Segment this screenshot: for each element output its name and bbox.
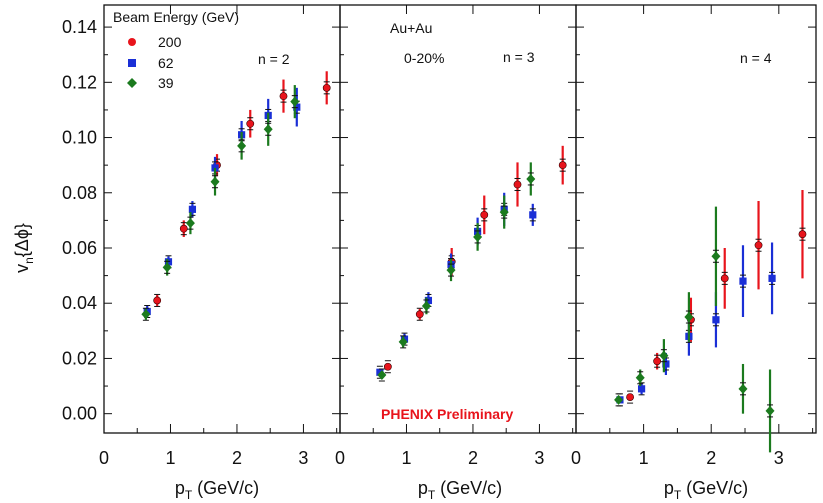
point-39-n=2 bbox=[237, 140, 247, 151]
legend: Beam Energy (GeV) 200 62 39 bbox=[113, 9, 239, 91]
panel-label-n3: n = 3 bbox=[503, 49, 535, 65]
point-200-n=3 bbox=[415, 310, 424, 319]
point-39-n=3 bbox=[421, 300, 431, 311]
point-200-n=4 bbox=[754, 241, 763, 250]
point-200-n=2 bbox=[279, 92, 288, 101]
y-axis-label: vn{Δϕ} bbox=[12, 223, 36, 273]
point-39-n=3 bbox=[398, 336, 408, 347]
y-tick-label: 0.10 bbox=[62, 128, 97, 148]
legend-label-62: 62 bbox=[158, 55, 174, 71]
point-39-n=3 bbox=[446, 265, 456, 276]
point-39-n=3 bbox=[377, 370, 387, 381]
y-tick-label: 0.02 bbox=[62, 348, 97, 368]
point-200-n=3 bbox=[513, 180, 522, 189]
point-200-n=4 bbox=[720, 274, 729, 283]
point-62-n=3 bbox=[529, 211, 537, 219]
x-tick-label: 3 bbox=[298, 448, 308, 468]
y-tick-label: 0.00 bbox=[62, 404, 97, 424]
panel-label-n2: n = 2 bbox=[258, 51, 290, 67]
point-39-n=3 bbox=[499, 207, 509, 218]
x-axis-label-panel-2: pT (GeV/c) bbox=[418, 478, 502, 502]
point-39-n=4 bbox=[659, 350, 669, 361]
system-label: Au+Au bbox=[390, 20, 432, 36]
point-39-n=3 bbox=[526, 173, 536, 184]
centrality-label: 0-20% bbox=[404, 50, 444, 66]
point-39-n=2 bbox=[263, 124, 273, 135]
panel-frame-3 bbox=[575, 4, 817, 434]
point-39-n=2 bbox=[290, 96, 300, 107]
point-200-n=2 bbox=[179, 224, 188, 233]
y-tick-label: 0.06 bbox=[62, 238, 97, 258]
y-tick-label: 0.08 bbox=[62, 183, 97, 203]
x-tick-label: 2 bbox=[232, 448, 242, 468]
x-tick-label: 3 bbox=[534, 448, 544, 468]
legend-title: Beam Energy (GeV) bbox=[113, 9, 239, 25]
point-62-n=4 bbox=[662, 360, 670, 368]
point-39-n=3 bbox=[473, 231, 483, 242]
x-tick-label: 0 bbox=[99, 448, 109, 468]
preliminary-label: PHENIX Preliminary bbox=[381, 406, 513, 422]
point-62-n=2 bbox=[188, 205, 197, 213]
panel-label-n4: n = 4 bbox=[740, 50, 772, 66]
y-tick-label: 0.14 bbox=[62, 17, 97, 37]
point-200-n=3 bbox=[558, 161, 567, 170]
panel-frame-2 bbox=[339, 4, 577, 434]
x-axis-label-panel-1: pT (GeV/c) bbox=[175, 478, 259, 502]
x-tick-label: 2 bbox=[706, 448, 716, 468]
point-39-n=4 bbox=[635, 372, 645, 383]
point-200-n=4 bbox=[653, 357, 662, 366]
x-tick-label: 1 bbox=[401, 448, 411, 468]
panel-frame-1 bbox=[103, 4, 341, 434]
x-tick-label: 0 bbox=[335, 448, 345, 468]
point-200-n=2 bbox=[246, 119, 255, 128]
point-200-n=4 bbox=[798, 230, 807, 239]
point-39-n=4 bbox=[711, 251, 721, 262]
point-62-n=4 bbox=[637, 385, 646, 393]
y-tick-label: 0.12 bbox=[62, 72, 97, 92]
legend-marker-62 bbox=[128, 59, 136, 67]
x-tick-label: 0 bbox=[571, 448, 581, 468]
point-200-n=3 bbox=[383, 362, 392, 371]
point-200-n=3 bbox=[480, 210, 489, 219]
point-200-n=2 bbox=[322, 83, 331, 92]
point-39-n=4 bbox=[765, 405, 775, 416]
point-62-n=4 bbox=[739, 277, 747, 285]
point-62-n=4 bbox=[712, 316, 720, 324]
point-39-n=4 bbox=[684, 312, 694, 323]
x-tick-label: 2 bbox=[468, 448, 478, 468]
legend-marker-200 bbox=[128, 38, 136, 46]
x-tick-label: 1 bbox=[639, 448, 649, 468]
point-39-n=2 bbox=[141, 309, 151, 320]
legend-label-39: 39 bbox=[158, 75, 174, 91]
x-axis-label-panel-3: pT (GeV/c) bbox=[664, 478, 748, 502]
point-39-n=4 bbox=[738, 383, 748, 394]
x-tick-label: 3 bbox=[774, 448, 784, 468]
legend-marker-39 bbox=[127, 78, 137, 88]
x-tick-label: 1 bbox=[165, 448, 175, 468]
point-39-n=4 bbox=[614, 394, 624, 405]
point-39-n=2 bbox=[210, 176, 220, 187]
point-62-n=4 bbox=[768, 274, 776, 282]
y-tick-label: 0.04 bbox=[62, 293, 97, 313]
legend-label-200: 200 bbox=[158, 34, 182, 50]
point-39-n=2 bbox=[185, 218, 195, 229]
point-200-n=4 bbox=[626, 393, 634, 402]
point-39-n=2 bbox=[162, 262, 172, 273]
point-200-n=2 bbox=[153, 296, 162, 305]
